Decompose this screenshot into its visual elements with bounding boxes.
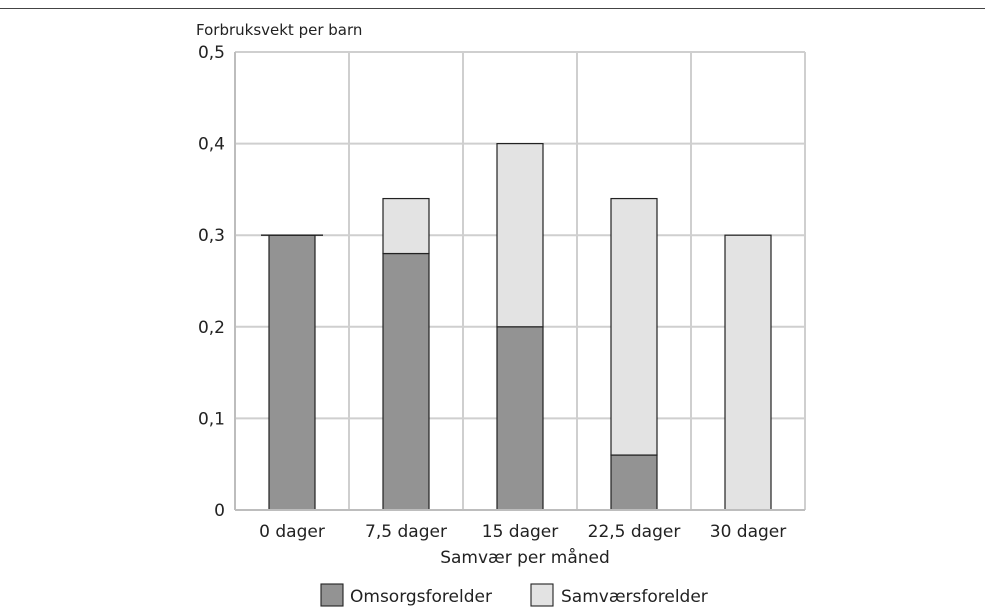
bar-segment-omsorgsforelder: [382, 252, 430, 511]
y-tick-label: 0: [214, 501, 225, 521]
bar-series: [261, 143, 779, 511]
x-tick-label: 15 dager: [482, 522, 558, 542]
gridlines: [235, 51, 806, 510]
legend-label: Omsorgsforelder: [350, 587, 492, 607]
legend-swatch-omsorgsforelder: [320, 583, 344, 607]
y-tick-label: 0,1: [198, 409, 225, 429]
bar-segment-samvaersforelder: [724, 234, 772, 511]
bar-segment-samvaersforelder: [382, 197, 430, 255]
bar-segment-samvaersforelder: [610, 197, 658, 456]
x-tick-label: 0 dager: [259, 522, 325, 542]
header-rule: [0, 8, 985, 9]
legend: Omsorgsforelder Samværsforelder: [320, 583, 708, 607]
bar-segment-omsorgsforelder: [268, 234, 316, 511]
y-axis-title: Forbruksvekt per barn: [196, 21, 362, 39]
bar-segment-samvaersforelder: [496, 143, 544, 328]
x-tick-label: 30 dager: [710, 522, 786, 542]
x-tick-label: 7,5 dager: [365, 522, 447, 542]
x-axis-title: Samvær per måned: [440, 547, 610, 568]
bar-segment-omsorgsforelder: [610, 454, 658, 511]
legend-label: Samværsforelder: [561, 587, 708, 607]
y-tick-label: 0,4: [198, 135, 225, 155]
bar-segment-omsorgsforelder: [496, 326, 544, 511]
axes: 0 0,1 0,2 0,3 0,4 0,5 0 dager 7,5 dager 15 dager…: [198, 43, 805, 542]
y-tick-label: 0,5: [198, 43, 225, 63]
x-tick-label: 22,5 dager: [588, 522, 681, 542]
y-tick-label: 0,2: [198, 318, 225, 338]
legend-swatch-samvaersforelder: [530, 583, 554, 607]
y-tick-label: 0,3: [198, 226, 225, 246]
